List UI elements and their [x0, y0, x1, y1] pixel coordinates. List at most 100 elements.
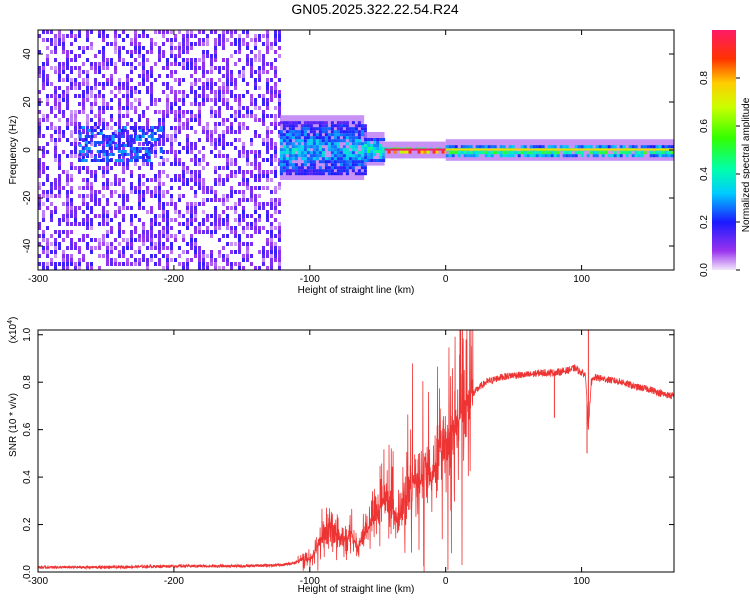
heatmap-cell	[126, 198, 129, 202]
heatmap-cell	[134, 30, 137, 34]
heatmap-cell	[336, 127, 340, 131]
heatmap-cell	[288, 142, 292, 146]
heatmap-cell	[222, 102, 225, 106]
heatmap-cell	[222, 42, 225, 46]
heatmap-cell	[114, 144, 118, 147]
heatmap-cell	[106, 186, 109, 190]
heatmap-cell	[345, 133, 349, 137]
heatmap-cell	[90, 138, 93, 142]
heatmap-cell	[218, 166, 221, 170]
heatmap-cell	[472, 154, 476, 158]
heatmap-cell	[126, 159, 130, 162]
heatmap-cell	[376, 141, 380, 144]
heatmap-cell	[238, 50, 241, 54]
heatmap-cell	[266, 62, 269, 66]
heatmap-cell	[214, 94, 217, 98]
heatmap-cell	[94, 194, 97, 198]
heatmap-cell	[258, 58, 261, 62]
heatmap-cell	[285, 142, 289, 146]
heatmap-cell	[297, 136, 301, 140]
heatmap-cell	[670, 145, 674, 149]
heatmap-cell	[370, 153, 374, 156]
heatmap-cell	[270, 90, 273, 94]
heatmap-cell	[129, 135, 133, 138]
heatmap-cell	[130, 94, 133, 98]
heatmap-cell	[158, 258, 161, 262]
heatmap-cell	[38, 122, 41, 126]
colorbar-tick-label: 0.8	[699, 71, 710, 85]
heatmap-cell	[194, 242, 197, 246]
heatmap-cell	[262, 54, 265, 58]
heatmap-cell	[126, 194, 129, 198]
heatmap-cell	[262, 254, 265, 258]
heatmap-cell	[222, 74, 225, 78]
heatmap-cell	[110, 74, 113, 78]
heatmap-cell	[126, 114, 129, 118]
heatmap-cell	[174, 206, 177, 210]
heatmap-cell	[242, 198, 245, 202]
heatmap-cell	[339, 169, 343, 173]
heatmap-cell	[270, 98, 273, 102]
heatmap-cell	[150, 190, 153, 194]
heatmap-cell	[279, 154, 283, 158]
heatmap-cell	[278, 122, 281, 126]
heatmap-cell	[190, 142, 193, 146]
heatmap-cell	[234, 226, 237, 230]
heatmap-cell	[324, 136, 328, 140]
heatmap-cell	[122, 190, 125, 194]
heatmap-cell	[178, 214, 181, 218]
heatmap-cell	[309, 154, 313, 158]
heatmap-cell	[74, 130, 77, 134]
heatmap-cell	[278, 198, 281, 202]
heatmap-cell	[278, 202, 281, 206]
heatmap-cell	[262, 202, 265, 206]
heatmap-cell	[118, 222, 121, 226]
heatmap-cell	[150, 234, 153, 238]
heatmap-cell	[339, 148, 343, 152]
heatmap-cell	[238, 266, 241, 270]
heatmap-cell	[279, 151, 283, 155]
heatmap-cell	[466, 154, 470, 158]
heatmap-cell	[70, 82, 73, 86]
heatmap-cell	[158, 190, 161, 194]
heatmap-cell	[297, 154, 301, 158]
heatmap-cell	[162, 246, 165, 250]
heatmap-cell	[158, 194, 161, 198]
heatmap-cell	[238, 102, 241, 106]
heatmap-cell	[50, 106, 53, 110]
heatmap-cell	[238, 234, 241, 238]
heatmap-cell	[234, 158, 237, 162]
heatmap-cell	[154, 194, 157, 198]
heatmap-cell	[114, 70, 117, 74]
heatmap-cell	[258, 202, 261, 206]
heatmap-cell	[214, 46, 217, 50]
heatmap-cell	[354, 145, 358, 149]
heatmap-cell	[86, 46, 89, 50]
heatmap-cell	[150, 90, 153, 94]
heatmap-cell	[198, 158, 201, 162]
heatmap-cell	[282, 121, 286, 125]
heatmap-cell	[363, 169, 367, 173]
heatmap-cell	[182, 58, 185, 62]
heatmap-cell	[194, 102, 197, 106]
heatmap-cell	[190, 202, 193, 206]
heatmap-cell	[300, 133, 304, 137]
heatmap-cell	[58, 86, 61, 90]
heatmap-cell	[82, 70, 85, 74]
heatmap-cell	[226, 158, 229, 162]
heatmap-cell	[318, 130, 322, 134]
heatmap-cell	[330, 127, 334, 131]
heatmap-cell	[274, 86, 277, 90]
heatmap-cell	[118, 162, 121, 166]
heatmap-cell	[108, 159, 112, 162]
heatmap-cell	[376, 150, 380, 153]
heatmap-cell	[110, 150, 113, 154]
heatmap-cell	[364, 147, 368, 150]
heatmap-cell	[336, 154, 340, 158]
heatmap-cell	[628, 145, 632, 149]
heatmap-cell	[306, 124, 310, 128]
heatmap-cell	[279, 163, 283, 167]
heatmap-cell	[50, 262, 53, 266]
heatmap-cell	[246, 242, 249, 246]
heatmap-cell	[345, 157, 349, 161]
